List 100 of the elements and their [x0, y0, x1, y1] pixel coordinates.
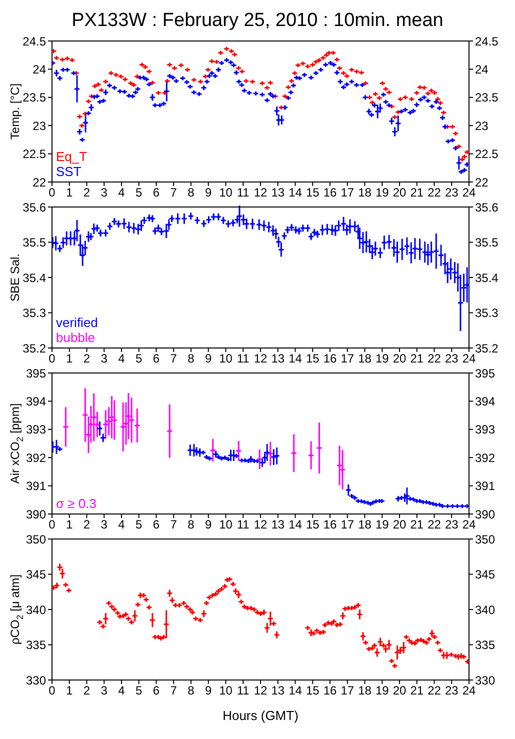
- series-label: SST: [56, 164, 82, 179]
- y2-tick-label: 23.5: [475, 90, 499, 105]
- x-tick-label: 18: [358, 352, 372, 366]
- x-tick-label: 1: [66, 684, 74, 698]
- x-tick-label: 15: [306, 352, 320, 366]
- y-tick-label: 394: [26, 394, 46, 408]
- x-tick-label: 19: [375, 518, 390, 532]
- x-tick-label: 1: [66, 186, 74, 200]
- x-tick-label: 13: [271, 518, 285, 532]
- y2-tick-label: 340: [475, 602, 496, 617]
- chart-title: PX133W : February 25, 2010 : 10min. mean: [70, 9, 444, 33]
- x-tick-label: 7: [170, 186, 178, 200]
- x-tick-label: 3: [100, 352, 108, 366]
- x-tick-label: 9: [205, 518, 212, 532]
- x-tick-label: 12: [254, 518, 268, 532]
- x-tick-label: 19: [375, 186, 390, 200]
- x-tick-label: 23: [444, 518, 459, 532]
- x-tick-label: 6: [152, 186, 160, 200]
- y-axis-title: SBE Sal.: [8, 253, 22, 302]
- x-tick-label: 2: [83, 186, 90, 200]
- legend-label: bubble: [56, 330, 96, 345]
- y2-tick-label: 35.5: [475, 236, 499, 250]
- x-tick-label: 8: [188, 518, 195, 532]
- y2-tick-label: 345: [475, 568, 496, 582]
- x-tick-label: 21: [410, 186, 424, 200]
- x-tick-label: 11: [236, 518, 250, 532]
- x-tick-label: 2: [83, 684, 90, 698]
- x-tick-label: 16: [323, 186, 337, 200]
- x-tick-label: 21: [410, 518, 424, 532]
- x-tick-label: 8: [188, 684, 195, 698]
- x-tick-label: 0: [48, 518, 56, 532]
- x-tick-label: 22: [428, 186, 442, 200]
- y-tick-label: 35.6: [22, 200, 46, 214]
- x-tick-label: 23: [444, 684, 459, 698]
- x-tick-label: 12: [254, 352, 268, 366]
- x-tick-label: 14: [288, 518, 302, 532]
- x-tick-label: 12: [254, 684, 268, 698]
- x-tick-label: 6: [152, 518, 160, 532]
- x-tick-label: 11: [236, 684, 250, 698]
- x-tick-label: 23: [444, 186, 459, 200]
- x-tick-label: 13: [271, 186, 285, 200]
- x-tick-label: 24: [462, 352, 476, 366]
- x-tick-label: 4: [118, 684, 126, 698]
- y-tick-label: 392: [26, 450, 46, 465]
- y-tick-label: 35.4: [22, 270, 46, 285]
- x-tick-label: 5: [136, 684, 143, 698]
- x-tick-label: 14: [288, 186, 302, 200]
- y2-tick-label: 393: [475, 422, 496, 437]
- y-tick-label: 35.2: [22, 341, 46, 356]
- x-tick-label: 2: [83, 352, 90, 366]
- y-tick-label: 35.5: [22, 236, 46, 250]
- x-tick-label: 3: [100, 186, 108, 200]
- x-tick-label: 14: [288, 352, 302, 366]
- x-tick-label: 8: [188, 352, 195, 366]
- x-tick-label: 12: [254, 186, 268, 200]
- x-tick-label: 17: [340, 684, 354, 698]
- y2-tick-label: 35.4: [475, 270, 499, 285]
- y-tick-label: 23.5: [22, 90, 46, 105]
- x-tick-label: 20: [392, 352, 406, 366]
- x-tick-label: 22: [428, 684, 442, 698]
- y2-tick-label: 24: [475, 62, 489, 76]
- x-tick-label: 9: [205, 352, 212, 366]
- y2-tick-label: 395: [475, 366, 496, 380]
- y-tick-label: 330: [26, 673, 46, 688]
- series-label: Eq_T: [56, 149, 88, 164]
- x-tick-label: 2: [83, 518, 90, 532]
- y-tick-label: 395: [26, 366, 46, 380]
- x-tick-label: 10: [219, 518, 233, 532]
- x-tick-label: 9: [205, 186, 212, 200]
- y-tick-label: 23: [32, 118, 46, 133]
- x-tick-label: 20: [392, 518, 406, 532]
- x-tick-label: 0: [48, 352, 56, 366]
- y2-tick-label: 24.5: [475, 34, 499, 48]
- x-tick-label: 19: [375, 684, 390, 698]
- x-tick-label: 4: [118, 186, 126, 200]
- x-tick-label: 18: [358, 186, 372, 200]
- x-tick-label: 22: [428, 518, 442, 532]
- x-tick-label: 23: [444, 352, 459, 366]
- x-tick-label: 10: [219, 684, 233, 698]
- x-tick-label: 6: [152, 684, 160, 698]
- text: verified: [56, 315, 98, 330]
- x-tick-label: 24: [462, 518, 476, 532]
- x-tick-label: 0: [48, 186, 56, 200]
- x-tick-label: 4: [118, 518, 126, 532]
- y-axis-title: Temp. [°C]: [8, 83, 22, 140]
- y-tick-label: 24: [32, 62, 46, 76]
- y2-tick-label: 394: [475, 394, 496, 408]
- x-tick-label: 24: [462, 684, 476, 698]
- x-tick-label: 16: [323, 352, 337, 366]
- x-tick-label: 11: [236, 352, 250, 366]
- y-tick-label: 22.5: [22, 147, 46, 162]
- x-tick-label: 20: [392, 684, 406, 698]
- x-tick-label: 0: [48, 684, 56, 698]
- text: σ ≥ 0.3: [56, 496, 96, 511]
- y2-tick-label: 390: [475, 507, 496, 522]
- y2-tick-label: 35.6: [475, 200, 499, 214]
- x-tick-label: 13: [271, 352, 285, 366]
- y2-tick-label: 330: [475, 673, 496, 688]
- x-tick-label: 18: [358, 518, 372, 532]
- x-tick-label: 13: [271, 684, 285, 698]
